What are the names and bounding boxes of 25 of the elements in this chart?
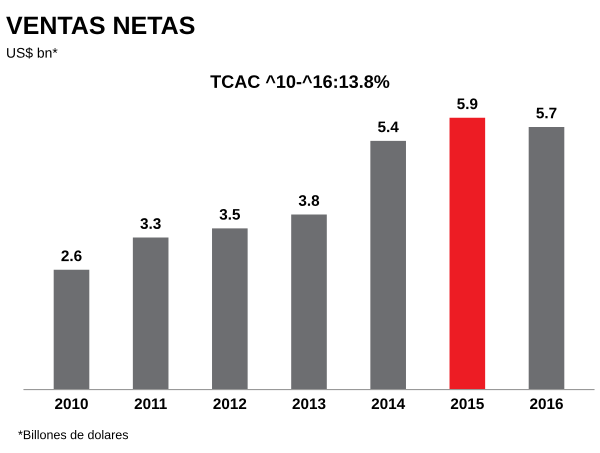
x-tick-label: 2016 bbox=[530, 398, 563, 410]
data-label: 2.6 bbox=[61, 250, 82, 262]
data-label: 3.3 bbox=[140, 218, 161, 229]
x-tick-label: 2013 bbox=[292, 398, 326, 410]
x-tick-label: 2015 bbox=[450, 398, 484, 410]
bar bbox=[212, 228, 248, 390]
bar bbox=[54, 270, 90, 390]
data-label: 5.9 bbox=[457, 98, 478, 110]
chart-title: VENTAS NETAS bbox=[6, 16, 194, 34]
data-label: 5.4 bbox=[378, 122, 399, 132]
text: TCAC ^10-^16:13.8% bbox=[210, 75, 390, 88]
bar bbox=[370, 140, 406, 390]
bar bbox=[291, 214, 327, 390]
x-tick-label: 2010 bbox=[55, 398, 88, 410]
chart-subtitle: US$ bn* bbox=[7, 47, 58, 59]
x-tick-label: 2011 bbox=[134, 398, 167, 410]
bar bbox=[132, 238, 168, 390]
data-label: 5.7 bbox=[536, 108, 556, 118]
text: *Billones de dolares bbox=[18, 430, 128, 440]
x-tick-label: 2012 bbox=[213, 398, 246, 410]
x-tick-label: 2014 bbox=[372, 398, 406, 410]
data-label: 3.8 bbox=[298, 195, 320, 206]
bar bbox=[528, 126, 564, 390]
bar bbox=[450, 118, 486, 390]
data-label: 3.5 bbox=[220, 208, 240, 220]
